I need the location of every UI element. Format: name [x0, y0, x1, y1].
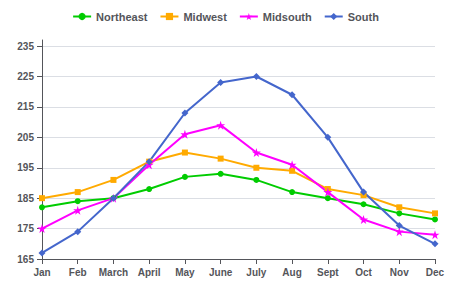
svg-text:Midsouth: Midsouth [263, 11, 312, 23]
svg-text:June: June [209, 267, 233, 278]
svg-text:Northeast: Northeast [96, 11, 148, 23]
svg-text:South: South [348, 11, 379, 23]
svg-text:July: July [246, 267, 266, 278]
svg-text:Sept: Sept [317, 267, 339, 278]
svg-text:April: April [138, 267, 161, 278]
svg-text:Jan: Jan [33, 267, 50, 278]
svg-text:185: 185 [17, 193, 34, 204]
svg-text:175: 175 [17, 223, 34, 234]
svg-text:225: 225 [17, 71, 34, 82]
svg-text:235: 235 [17, 41, 34, 52]
svg-text:215: 215 [17, 101, 34, 112]
svg-text:Oct: Oct [355, 267, 372, 278]
svg-text:195: 195 [17, 162, 34, 173]
svg-text:May: May [175, 267, 195, 278]
svg-text:205: 205 [17, 132, 34, 143]
svg-text:Aug: Aug [282, 267, 301, 278]
svg-text:165: 165 [17, 254, 34, 265]
svg-text:Dec: Dec [426, 267, 445, 278]
svg-text:Feb: Feb [69, 267, 87, 278]
svg-text:Nov: Nov [390, 267, 409, 278]
svg-text:Midwest: Midwest [183, 11, 227, 23]
svg-text:March: March [99, 267, 128, 278]
